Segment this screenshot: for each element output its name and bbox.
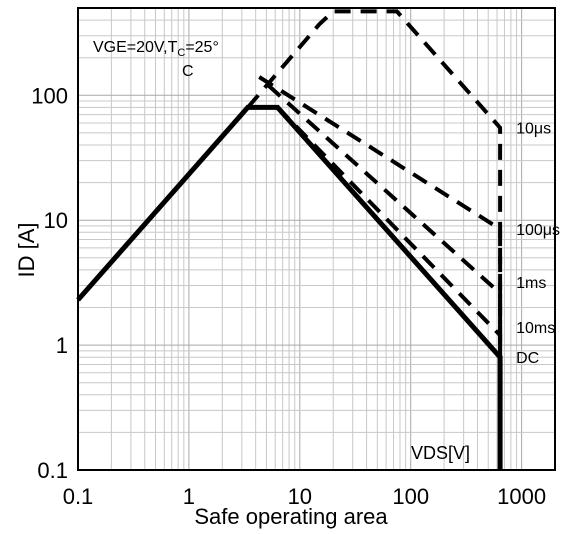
y-tick-label: 100 [31,83,68,108]
x-tick-label: 10 [288,484,312,509]
tick-labels: 0.1 1 10 100 1000 0.1 1 10 100 [31,83,546,509]
x-tick-label: 0.1 [63,484,94,509]
x-units-note: VDS[V] [411,443,470,463]
condition-subscript: C [177,47,185,59]
series-label-1ms: 1ms [516,275,546,292]
y-tick-label: 1 [56,333,68,358]
x-axis-label: Safe operating area [194,504,388,529]
series-label-10s: 10μs [516,121,551,138]
x-tick-label: 100 [392,484,429,509]
series-line-dc [76,104,503,470]
plot-frame [77,7,556,471]
x-tick-label: 1 [183,484,195,509]
series-label-10ms: 10ms [516,320,555,337]
series-line-10s [246,9,503,358]
y-axis-label: ID [A] [14,222,39,277]
condition-annotation-unit: C [182,63,194,80]
series-lines [76,9,503,470]
y-tick-label: 10 [44,208,68,233]
x-tick-label: 1000 [497,484,546,509]
condition-annotation: VGE=20V,TC=25° [93,39,219,59]
y-tick-label: 0.1 [37,458,68,483]
grid-lines [77,7,556,471]
series-label-dc: DC [516,350,539,367]
series-label-100s: 100μs [516,222,560,239]
